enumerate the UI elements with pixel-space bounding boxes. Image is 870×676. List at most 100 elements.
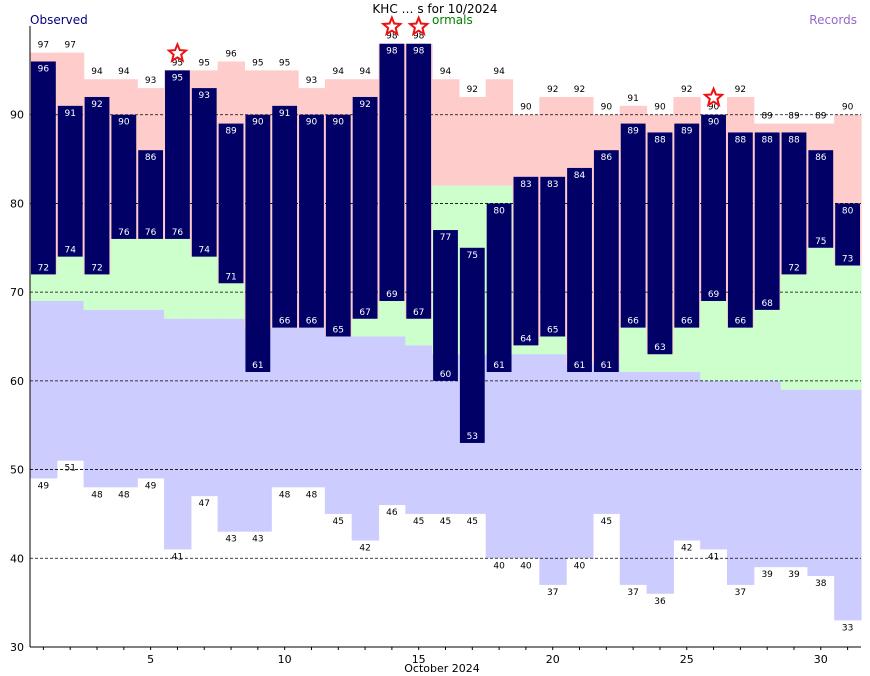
- observed-high-label: 90: [306, 118, 318, 128]
- observed-high-label: 88: [654, 135, 666, 145]
- observed-bar: [433, 230, 458, 381]
- record-high-label: 90: [708, 103, 720, 113]
- observed-low-label: 72: [788, 263, 799, 273]
- observed-high-label: 90: [708, 118, 720, 128]
- observed-low-label: 61: [574, 361, 585, 371]
- record-low-band: [619, 371, 648, 585]
- normal-band: [351, 318, 380, 337]
- observed-bar: [31, 61, 56, 275]
- record-high-label: 89: [788, 112, 800, 122]
- observed-high-label: 96: [38, 64, 50, 74]
- observed-low-label: 69: [708, 290, 720, 300]
- observed-low-label: 64: [520, 334, 532, 344]
- record-low-band: [485, 354, 514, 559]
- record-high-label: 98: [386, 32, 398, 42]
- record-low-label: 47: [199, 499, 210, 509]
- record-high-label: 92: [467, 85, 478, 95]
- record-low-band: [753, 380, 782, 568]
- observed-bar: [325, 114, 351, 337]
- y-tick-label: 50: [10, 464, 24, 477]
- value-labels-layer: 97 96 72 49 97 91 74 51 94 92 72 48 94 90 76 48 93 86 76 49…: [38, 32, 854, 634]
- observed-bar: [138, 150, 164, 239]
- record-low-band: [673, 371, 701, 541]
- record-low-label: 39: [761, 570, 773, 580]
- record-low-band: [566, 363, 594, 559]
- record-low-label: 37: [547, 588, 558, 598]
- observed-high-label: 75: [467, 251, 478, 261]
- record-low-label: 42: [359, 544, 370, 554]
- record-high-label: 96: [225, 49, 237, 59]
- record-high-label: 90: [520, 103, 532, 113]
- record-low-label: 48: [91, 490, 103, 500]
- record-low-label: 40: [493, 561, 505, 571]
- y-tick-label: 30: [10, 641, 24, 654]
- observed-high-label: 98: [413, 47, 425, 57]
- record-low-label: 45: [333, 517, 344, 527]
- record-low-label: 38: [815, 579, 827, 589]
- observed-low-label: 75: [815, 237, 826, 247]
- y-tick-label: 60: [10, 375, 24, 388]
- record-low-band: [164, 318, 192, 550]
- record-low-band: [110, 309, 138, 488]
- record-high-label: 94: [440, 67, 452, 77]
- record-high-label: 95: [172, 58, 183, 68]
- observed-low-label: 66: [735, 317, 747, 327]
- record-high-label: 94: [359, 67, 371, 77]
- observed-low-label: 65: [547, 326, 558, 336]
- normal-band: [56, 256, 85, 302]
- record-low-band: [30, 301, 58, 479]
- observed-low-label: 76: [118, 228, 130, 238]
- observed-low-label: 60: [440, 370, 452, 380]
- y-tick-label: 40: [10, 552, 24, 565]
- observed-bar: [406, 43, 432, 319]
- observed-bar: [486, 203, 512, 372]
- record-star-icon: [407, 15, 430, 37]
- observed-high-label: 88: [761, 135, 773, 145]
- observed-low-label: 72: [91, 263, 102, 273]
- record-high-label: 97: [64, 41, 75, 51]
- record-high-label: 91: [627, 94, 638, 104]
- normal-band: [137, 238, 165, 310]
- observed-bar: [781, 132, 807, 275]
- observed-low-label: 67: [359, 308, 370, 318]
- record-high-label: 93: [306, 76, 317, 86]
- observed-low-label: 66: [627, 317, 639, 327]
- record-low-label: 43: [225, 535, 236, 545]
- record-low-band: [217, 318, 246, 532]
- record-low-band: [726, 380, 755, 585]
- observed-high-label: 89: [225, 127, 237, 137]
- observed-bar: [218, 123, 244, 284]
- record-high-label: 95: [252, 58, 263, 68]
- observed-high-label: 90: [333, 118, 345, 128]
- y-tick-label: 70: [10, 286, 24, 299]
- observed-high-label: 88: [735, 135, 747, 145]
- observed-bar: [808, 150, 834, 248]
- record-low-label: 45: [413, 517, 424, 527]
- observed-low-label: 66: [306, 317, 318, 327]
- observed-low-label: 68: [761, 299, 773, 309]
- observed-low-label: 74: [64, 246, 76, 256]
- record-high-label: 89: [761, 112, 773, 122]
- record-high-label: 92: [547, 85, 558, 95]
- record-low-band: [351, 336, 380, 541]
- record-low-label: 41: [172, 552, 183, 562]
- x-tick-label: 15: [412, 653, 426, 666]
- observed-bar: [701, 114, 726, 302]
- record-low-label: 48: [306, 490, 318, 500]
- normal-band: [405, 318, 433, 346]
- record-low-band: [512, 354, 540, 559]
- observed-low-label: 61: [601, 361, 612, 371]
- observed-bar: [620, 123, 646, 328]
- observed-low-label: 76: [145, 228, 157, 238]
- observed-high-label: 90: [118, 118, 130, 128]
- chart-title: KHC … s for 10/2024: [372, 2, 497, 16]
- record-low-label: 40: [574, 561, 586, 571]
- observed-bar: [272, 105, 298, 328]
- record-low-label: 43: [252, 535, 263, 545]
- observed-high-label: 83: [520, 180, 531, 190]
- observed-low-label: 66: [279, 317, 291, 327]
- normal-band: [164, 238, 192, 319]
- observed-bar: [299, 114, 324, 328]
- observed-bar: [379, 43, 405, 302]
